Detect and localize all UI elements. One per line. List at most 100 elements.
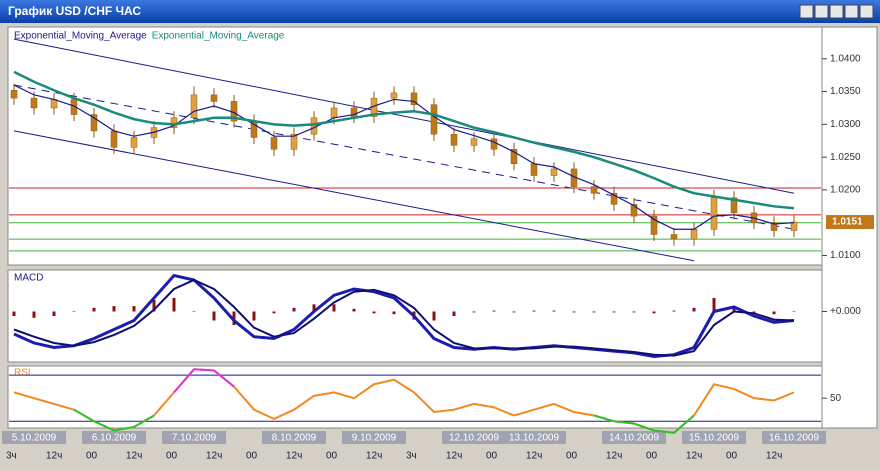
date-box — [602, 431, 666, 444]
hour-label: 00 — [486, 451, 498, 462]
candle-body — [690, 229, 698, 240]
legend-entry: Exponential_Moving_Average — [14, 31, 147, 42]
hour-label: 12ч — [126, 451, 142, 462]
channel-line — [13, 38, 795, 194]
macd-bar — [612, 311, 616, 313]
y-tick-label: 1.0300 — [830, 119, 861, 130]
hour-label: 3ч — [406, 451, 417, 462]
ema-line — [13, 84, 795, 230]
candle-body — [510, 149, 518, 164]
date-box — [162, 431, 226, 444]
price-panel — [7, 26, 823, 266]
candle-body — [190, 94, 198, 119]
channel-line — [13, 84, 795, 230]
macd-bar — [692, 307, 696, 312]
maximize-button[interactable] — [844, 4, 859, 19]
macd-bar — [32, 311, 36, 318]
macd-bar — [492, 310, 496, 312]
macd-bar — [72, 311, 76, 312]
x-tick-label: 5.10.2009 — [12, 433, 57, 444]
macd-bar — [372, 311, 376, 314]
hour-label: 12ч — [206, 451, 222, 462]
rsi-extreme — [613, 420, 635, 425]
y-tick-label: 1.0250 — [830, 152, 861, 163]
minimize-button[interactable] — [829, 4, 844, 19]
candle-body — [590, 186, 598, 194]
macd-bar — [452, 311, 456, 316]
macd-bar — [532, 310, 536, 312]
candle-body — [730, 197, 738, 214]
macd-bar — [632, 311, 636, 313]
macd-bar — [792, 311, 796, 312]
pause-button[interactable] — [814, 4, 829, 19]
rsi-extreme — [93, 420, 115, 432]
macd-bar — [772, 311, 776, 315]
macd-bar — [112, 306, 116, 312]
hour-label: 00 — [86, 451, 98, 462]
x-tick-label: 13.10.2009 — [509, 433, 559, 444]
candle-body — [130, 137, 138, 148]
macd-bar — [132, 306, 136, 312]
hour-label: 12ч — [766, 451, 782, 462]
candle-body — [610, 192, 618, 205]
x-tick-label: 8.10.2009 — [272, 433, 317, 444]
hour-label: 12ч — [46, 451, 62, 462]
candle-body — [430, 104, 438, 135]
title-bar — [0, 0, 880, 23]
date-box — [2, 431, 66, 444]
macd-bar — [312, 304, 316, 312]
candle-body — [210, 94, 218, 102]
candle-body — [790, 221, 798, 231]
macd-bar — [332, 304, 336, 312]
candle-body — [650, 215, 658, 235]
rsi-extreme — [633, 422, 655, 432]
macd-bar — [652, 311, 656, 314]
x-tick-label: 14.10.2009 — [609, 433, 659, 444]
candle-body — [770, 222, 778, 231]
rsi-extreme — [593, 414, 615, 423]
hour-label: 12ч — [526, 451, 542, 462]
macd-bar — [672, 310, 676, 312]
candle-body — [410, 92, 418, 105]
macd-bar — [572, 311, 576, 313]
candle-body — [530, 163, 538, 176]
macd-bar — [292, 307, 296, 312]
candle-body — [290, 133, 298, 150]
candle-body — [490, 138, 498, 150]
hour-label: 12ч — [606, 451, 622, 462]
candle-body — [270, 137, 278, 150]
macd-bar — [52, 311, 56, 316]
rsi-extreme — [133, 414, 155, 428]
help-button[interactable] — [799, 4, 814, 19]
candle-body — [470, 138, 478, 146]
macd-bar — [732, 307, 736, 312]
hour-label: 3ч — [6, 451, 17, 462]
date-box — [502, 431, 566, 444]
hour-label: 00 — [646, 451, 658, 462]
macd-bar — [172, 298, 176, 312]
rsi-title: RSI — [14, 368, 31, 379]
hour-label: 12ч — [446, 451, 462, 462]
macd-bar — [472, 311, 476, 313]
close-button[interactable] — [859, 4, 874, 19]
current-price-label: 1.0151 — [832, 217, 863, 228]
legend-entry: Exponential_Moving_Average — [152, 31, 285, 42]
candle-body — [670, 234, 678, 240]
hour-label: 12ч — [286, 451, 302, 462]
macd-line — [13, 278, 795, 357]
hour-label: 00 — [246, 451, 258, 462]
candle-body — [550, 168, 558, 176]
window-buttons[interactable] — [799, 4, 874, 19]
macd-bar — [152, 299, 156, 312]
macd-bar — [12, 311, 16, 316]
x-tick-label: 7.10.2009 — [172, 433, 217, 444]
date-box — [262, 431, 326, 444]
hour-label: 00 — [166, 451, 178, 462]
macd-title: MACD — [14, 273, 43, 284]
y-tick-label: 50 — [830, 393, 842, 404]
macd-bar — [592, 311, 596, 313]
date-box — [762, 431, 826, 444]
candle-body — [630, 204, 638, 217]
